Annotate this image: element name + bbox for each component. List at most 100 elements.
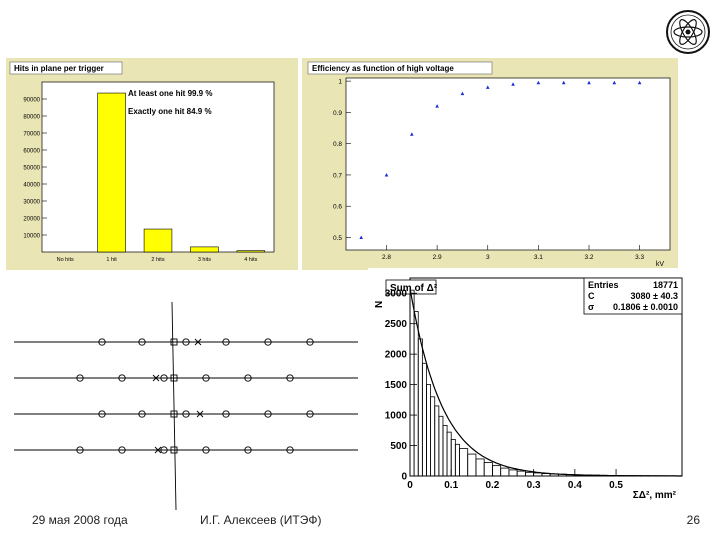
wire-circle — [138, 410, 146, 418]
y-tick-label: 2000 — [385, 350, 408, 361]
hit-cross — [154, 446, 162, 454]
x-tick-label: 0 — [407, 480, 413, 491]
plot-frame — [345, 77, 671, 251]
x-tick-label: 2.9 — [433, 254, 442, 261]
fit-curve — [409, 288, 682, 477]
y-tick-label: 60000 — [23, 149, 40, 155]
y-axis-label: N — [374, 301, 385, 308]
data-point — [384, 172, 389, 177]
wire-circle — [202, 446, 210, 454]
hit-box — [170, 410, 178, 418]
y-tick-label: 0.7 — [333, 172, 342, 179]
wire-circle — [160, 374, 168, 382]
stat-sigma-label: σ — [588, 302, 594, 312]
y-tick-label: 90000 — [23, 98, 40, 104]
hit-box — [170, 338, 178, 346]
bar — [143, 228, 173, 253]
x-tick-label: 3.1 — [534, 254, 543, 261]
wire-circle — [182, 338, 190, 346]
particle-track-line — [171, 302, 177, 510]
stats-box: Entries 18771 C 3080 ± 40.3 σ 0.1806 ± 0… — [583, 277, 683, 315]
stat-sigma-value: 0.1806 ± 0.0010 — [613, 302, 678, 312]
wire-circle — [182, 410, 190, 418]
data-point — [561, 80, 566, 85]
detector-track-diagram — [14, 302, 358, 510]
x-tick-label: 3.2 — [584, 254, 593, 261]
x-tick-label: 1 hit — [106, 257, 117, 263]
chart-title: Sum of Δ² — [390, 283, 438, 294]
wire-circle — [286, 374, 294, 382]
data-point — [485, 85, 490, 89]
stat-entries-label: Entries — [588, 280, 619, 290]
chart-title: Efficiency as function of high voltage — [312, 64, 454, 73]
y-tick-label: 3000 — [385, 289, 408, 300]
data-point — [410, 132, 414, 136]
hits-per-trigger-chart: Hits in plane per trigger At least one h… — [6, 58, 298, 270]
stat-c-label: C — [588, 291, 595, 301]
hit-cross — [196, 410, 204, 418]
wire-circle — [118, 446, 126, 454]
footer-page-number: 26 — [686, 513, 700, 527]
y-tick-label: 70000 — [23, 132, 40, 138]
y-tick-label: 10000 — [23, 234, 40, 240]
x-tick-label: 2.8 — [382, 254, 391, 261]
x-tick-label: 3.3 — [635, 254, 644, 261]
wire-circle — [76, 446, 84, 454]
x-axis-label: kV — [656, 261, 665, 268]
bar — [97, 92, 126, 253]
x-tick-label: 2 hits — [151, 257, 164, 263]
data-point — [536, 80, 541, 85]
wire-circle — [118, 374, 126, 382]
data-point — [435, 104, 439, 108]
x-tick-label: 3 hits — [198, 257, 211, 263]
title-box — [9, 61, 123, 75]
x-tick-label: 0.4 — [568, 480, 582, 491]
wire-circle — [264, 338, 272, 346]
hit-box — [170, 374, 178, 382]
y-tick-label: 30000 — [23, 200, 40, 206]
wire-circle — [306, 338, 314, 346]
x-tick-label: No hits — [57, 257, 74, 263]
x-tick-label: 4 hits — [244, 257, 257, 263]
title-box — [307, 61, 493, 75]
x-tick-label: 0.1 — [444, 480, 458, 491]
annotation-exactly-one: Exactly one hit 84.9 % — [128, 107, 212, 116]
wire-circle — [286, 446, 294, 454]
data-point — [359, 235, 363, 239]
y-tick-label: 0.9 — [333, 110, 342, 117]
x-tick-label: 0.2 — [485, 480, 499, 491]
stat-entries-value: 18771 — [653, 280, 678, 290]
bar — [236, 250, 266, 253]
y-tick-label: 0.5 — [333, 235, 342, 242]
sum-delta-squared-chart: Sum of Δ² N ΣΔ², mm² Entries 18771 C 308… — [368, 268, 714, 512]
y-tick-label: 0.6 — [333, 204, 342, 211]
itep-atom-logo-icon — [666, 10, 710, 54]
wire-circle — [202, 374, 210, 382]
wire-circle — [98, 338, 106, 346]
wire-circle — [222, 338, 230, 346]
y-tick-label: 1 — [338, 79, 342, 86]
efficiency-chart: Efficiency as function of high voltage k… — [302, 58, 678, 270]
data-point — [587, 80, 591, 85]
wire-circle — [98, 410, 106, 418]
y-tick-label: 2500 — [385, 319, 408, 330]
data-point — [460, 91, 465, 96]
wire-circle — [160, 446, 168, 454]
annotation-at-least-one: At least one hit 99.9 % — [128, 89, 212, 98]
wire-circle — [244, 446, 252, 454]
hit-box — [170, 446, 178, 454]
data-point — [637, 80, 642, 85]
footer-date: 29 мая 2008 года — [32, 513, 128, 527]
bar — [190, 246, 219, 253]
y-tick-label: 20000 — [23, 217, 40, 223]
y-tick-label: 80000 — [23, 115, 40, 121]
data-point — [511, 82, 515, 86]
y-tick-label: 0 — [401, 472, 407, 483]
wire-circle — [138, 338, 146, 346]
wire-circle — [306, 410, 314, 418]
y-tick-label: 0.8 — [333, 141, 342, 148]
y-tick-label: 500 — [390, 441, 407, 452]
wire-circle — [264, 410, 272, 418]
y-tick-label: 40000 — [23, 183, 40, 189]
footer-author: И.Г. Алексеев (ИТЭФ) — [200, 513, 322, 527]
